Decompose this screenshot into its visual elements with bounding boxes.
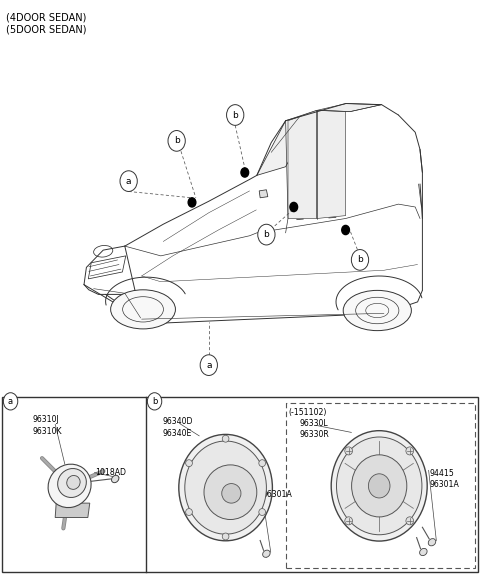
Ellipse shape bbox=[331, 431, 427, 541]
Bar bbox=[2, 397, 478, 572]
Circle shape bbox=[120, 171, 137, 191]
Text: a: a bbox=[126, 177, 132, 186]
Text: 96310J
96310K: 96310J 96310K bbox=[33, 415, 62, 436]
Ellipse shape bbox=[343, 290, 411, 331]
Ellipse shape bbox=[179, 435, 272, 540]
Ellipse shape bbox=[110, 290, 176, 329]
Ellipse shape bbox=[345, 517, 352, 525]
Ellipse shape bbox=[369, 474, 390, 498]
Text: a: a bbox=[8, 397, 13, 406]
Circle shape bbox=[147, 393, 162, 410]
Text: b: b bbox=[232, 110, 238, 120]
Ellipse shape bbox=[48, 464, 91, 508]
Circle shape bbox=[342, 225, 349, 235]
Ellipse shape bbox=[58, 469, 86, 497]
Text: 96301A: 96301A bbox=[263, 490, 292, 499]
Text: a: a bbox=[206, 361, 212, 370]
Ellipse shape bbox=[406, 517, 414, 525]
Circle shape bbox=[227, 105, 244, 125]
Text: b: b bbox=[357, 255, 363, 264]
Ellipse shape bbox=[67, 476, 80, 489]
Circle shape bbox=[241, 168, 249, 177]
Ellipse shape bbox=[259, 509, 265, 516]
Polygon shape bbox=[288, 110, 317, 218]
Ellipse shape bbox=[222, 484, 241, 503]
Circle shape bbox=[351, 250, 369, 270]
Ellipse shape bbox=[351, 455, 407, 517]
Ellipse shape bbox=[420, 549, 427, 555]
Text: (-151102): (-151102) bbox=[288, 408, 326, 417]
Text: b: b bbox=[264, 230, 269, 239]
Ellipse shape bbox=[111, 476, 119, 482]
Ellipse shape bbox=[345, 447, 352, 455]
Ellipse shape bbox=[186, 460, 192, 467]
Polygon shape bbox=[259, 190, 268, 198]
Polygon shape bbox=[55, 503, 90, 518]
Circle shape bbox=[258, 224, 275, 245]
Polygon shape bbox=[317, 110, 346, 218]
Ellipse shape bbox=[428, 539, 436, 546]
Ellipse shape bbox=[336, 437, 422, 535]
Circle shape bbox=[200, 355, 217, 375]
Text: 96330L
96330R: 96330L 96330R bbox=[300, 419, 330, 439]
Circle shape bbox=[3, 393, 18, 410]
Circle shape bbox=[168, 131, 185, 151]
Text: 96340D
96340E: 96340D 96340E bbox=[162, 417, 193, 438]
Polygon shape bbox=[257, 110, 317, 175]
Circle shape bbox=[290, 202, 298, 212]
Text: b: b bbox=[174, 136, 180, 145]
Ellipse shape bbox=[186, 509, 192, 516]
Ellipse shape bbox=[263, 550, 270, 557]
Ellipse shape bbox=[222, 435, 229, 442]
Ellipse shape bbox=[222, 533, 229, 540]
Text: b: b bbox=[152, 397, 157, 406]
Polygon shape bbox=[317, 104, 382, 112]
Ellipse shape bbox=[406, 447, 414, 455]
Ellipse shape bbox=[259, 460, 265, 467]
Circle shape bbox=[188, 198, 196, 207]
Bar bbox=[286, 402, 475, 568]
Text: 94415
96301A: 94415 96301A bbox=[430, 469, 459, 489]
Text: 1018AD: 1018AD bbox=[95, 468, 126, 477]
Ellipse shape bbox=[185, 441, 266, 534]
Text: (4DOOR SEDAN)
(5DOOR SEDAN): (4DOOR SEDAN) (5DOOR SEDAN) bbox=[6, 13, 86, 34]
Ellipse shape bbox=[204, 465, 257, 520]
